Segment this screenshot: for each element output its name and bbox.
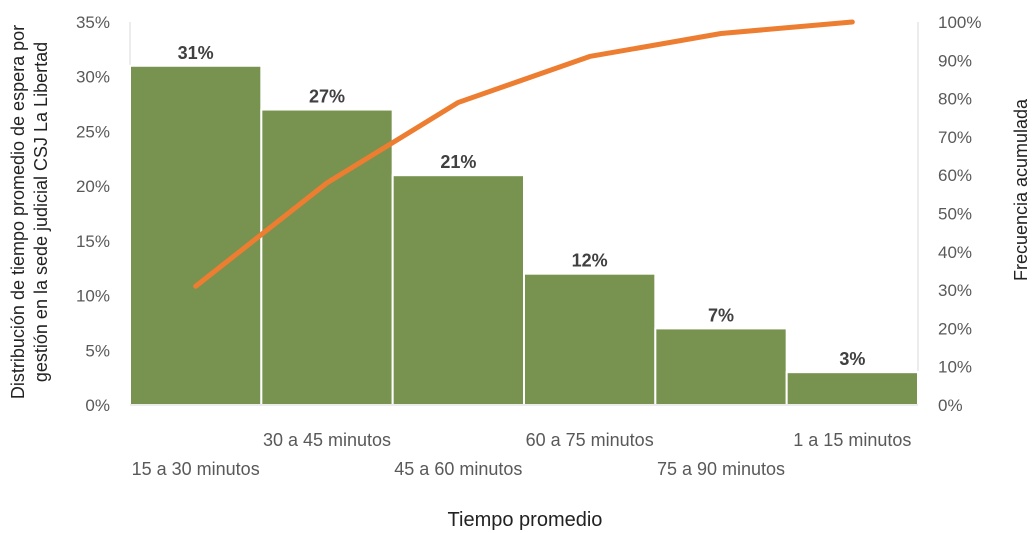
right-tick-label: 90% — [938, 51, 972, 70]
right-tick-label: 40% — [938, 243, 972, 262]
right-tick-label: 30% — [938, 281, 972, 300]
bar-data-label: 27% — [309, 87, 345, 107]
right-y-axis-ticks: 0% 10% 20% 30% 40% 50% 60% 70% 80% 90% 100% — [938, 13, 981, 415]
bar — [654, 327, 788, 406]
right-y-axis-title: Frecuencia acumulada — [1011, 98, 1031, 281]
right-tick-label: 60% — [938, 166, 972, 185]
left-tick-label: 5% — [85, 341, 110, 360]
bar — [523, 272, 657, 406]
bar-data-label: 3% — [839, 349, 865, 369]
category-label: 45 a 60 minutos — [394, 459, 522, 479]
bar-data-label: 12% — [572, 251, 608, 271]
left-tick-label: 0% — [85, 396, 110, 415]
right-tick-label: 70% — [938, 128, 972, 147]
bar — [391, 174, 525, 406]
left-y-axis-ticks: 0% 5% 10% 15% 20% 25% 30% 35% — [76, 13, 110, 415]
left-tick-label: 10% — [76, 287, 110, 306]
bars — [129, 64, 920, 407]
category-label: 15 a 30 minutos — [132, 459, 260, 479]
right-tick-label: 50% — [938, 205, 972, 224]
left-tick-label: 20% — [76, 177, 110, 196]
data-labels: 31% 27% 21% 12% 7% 3% — [178, 43, 866, 369]
left-tick-label: 35% — [76, 13, 110, 32]
right-tick-label: 100% — [938, 13, 981, 32]
category-label: 30 a 45 minutos — [263, 430, 391, 450]
right-tick-label: 10% — [938, 358, 972, 377]
right-tick-label: 80% — [938, 90, 972, 109]
left-tick-label: 25% — [76, 122, 110, 141]
left-y-axis-title-line2: gestión en la sede judicial CSJ La Liber… — [31, 42, 51, 382]
right-tick-label: 0% — [938, 396, 963, 415]
bar-data-label: 21% — [440, 152, 476, 172]
left-tick-label: 15% — [76, 232, 110, 251]
category-label: 60 a 75 minutos — [526, 430, 654, 450]
cumulative-line — [193, 19, 855, 289]
left-y-axis-title-line1: Distribución de tiempo promedio de esper… — [8, 25, 28, 399]
bar — [129, 64, 263, 407]
bar — [785, 371, 920, 406]
x-axis-title: Tiempo promedio — [448, 509, 603, 531]
bar-data-label: 7% — [708, 305, 734, 325]
category-label: 1 a 15 minutos — [793, 430, 911, 450]
left-tick-label: 30% — [76, 68, 110, 87]
category-label: 75 a 90 minutos — [657, 459, 785, 479]
right-tick-label: 20% — [938, 319, 972, 338]
bar-data-label: 31% — [178, 43, 214, 63]
